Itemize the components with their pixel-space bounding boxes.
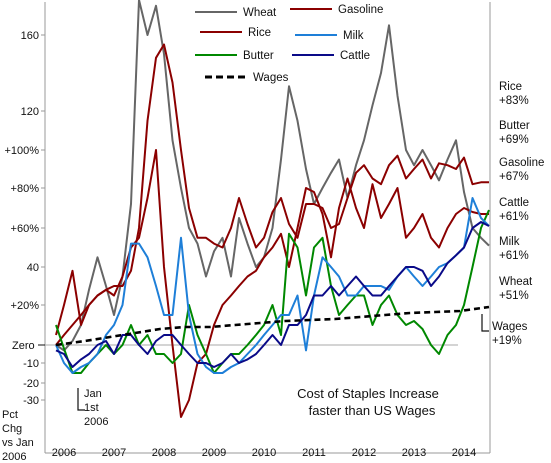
series-end-label-gasoline: Gasoline <box>499 157 544 169</box>
x-tick-label: 2010 <box>252 447 276 459</box>
legend-label-wages: Wages <box>253 72 289 84</box>
series-line-butter <box>55 209 490 374</box>
wages-label-pointer <box>481 314 489 332</box>
legend-label-rice: Rice <box>248 27 271 39</box>
series-end-label-butter: Butter <box>499 120 530 132</box>
series-end-label-milk: +61% <box>499 250 529 262</box>
x-tick-label: 2008 <box>152 447 176 459</box>
series-end-label-gasoline: +67% <box>499 171 529 183</box>
y-tick-label: 160 <box>21 30 39 42</box>
legend-label-milk: Milk <box>343 30 364 42</box>
annotations: Cost of Staples Increase faster than US … <box>297 386 439 418</box>
series-end-label-cattle: Cattle <box>499 197 529 209</box>
jan-marker-line <box>77 388 85 411</box>
x-tick-label: 2007 <box>102 447 126 459</box>
series-end-label-wages: +19% <box>492 335 522 347</box>
series-end-labels: Wheat +51% Gasoline +67% Rice +83% Butter +69% M… <box>481 81 544 347</box>
series-lines <box>55 0 490 418</box>
jan-marker-label: 2006 <box>84 416 108 428</box>
legend: Wheat Gasoline Rice Milk Butter Cattle Wages <box>195 4 383 84</box>
legend-label-cattle: Cattle <box>340 50 370 62</box>
x-caption-line: vs Jan <box>2 437 34 449</box>
y-tick-label: -20 <box>23 378 39 390</box>
series-end-label-butter: +69% <box>499 134 529 146</box>
x-caption-line: 2006 <box>2 451 26 463</box>
x-tick-label: 2014 <box>452 447 476 459</box>
x-tick-label: 2006 <box>52 447 76 459</box>
series-end-label-wheat: +51% <box>499 290 529 302</box>
series-line-milk <box>55 197 490 374</box>
series-end-label-rice: +83% <box>499 95 529 107</box>
series-line-wheat <box>55 0 490 352</box>
y-tick-label: Zero <box>12 340 35 352</box>
legend-label-gasoline: Gasoline <box>338 4 383 16</box>
y-tick-label: +100% <box>4 145 39 157</box>
y-tick-label: -10 <box>23 358 39 370</box>
annotation-line-1: Cost of Staples Increase <box>297 386 439 401</box>
y-tick-label: +20% <box>11 300 40 312</box>
series-line-wages <box>55 305 490 347</box>
x-tick-label: 2012 <box>352 447 376 459</box>
x-tick-label: 2011 <box>302 447 326 459</box>
y-tick-label: 120 <box>21 106 39 118</box>
x-caption-line: Chg <box>2 423 22 435</box>
series-end-label-cattle: +61% <box>499 211 529 223</box>
series-end-label-wages: Wages <box>492 321 528 333</box>
y-tick-label: +80% <box>11 183 40 195</box>
jan-marker-label: Jan <box>84 388 102 400</box>
y-tick-label: +60% <box>11 223 40 235</box>
series-end-label-rice: Rice <box>499 81 522 93</box>
x-tick-label: 2009 <box>202 447 226 459</box>
axes: 160 120 +100% +80% +60% 40 +20% Zero -10 -20 -30 20… <box>2 2 491 463</box>
x-tick-label: 2013 <box>402 447 426 459</box>
series-end-label-wheat: Wheat <box>499 276 533 288</box>
series-end-label-milk: Milk <box>499 236 520 248</box>
y-tick-label: -30 <box>23 395 39 407</box>
legend-label-wheat: Wheat <box>243 7 277 19</box>
legend-label-butter: Butter <box>243 50 274 62</box>
annotation-line-2: faster than US Wages <box>309 403 436 418</box>
jan-marker-label: 1st <box>84 402 99 414</box>
x-caption-line: Pct <box>2 409 18 421</box>
series-line-rice <box>55 43 489 346</box>
y-tick-label: 40 <box>27 262 39 274</box>
